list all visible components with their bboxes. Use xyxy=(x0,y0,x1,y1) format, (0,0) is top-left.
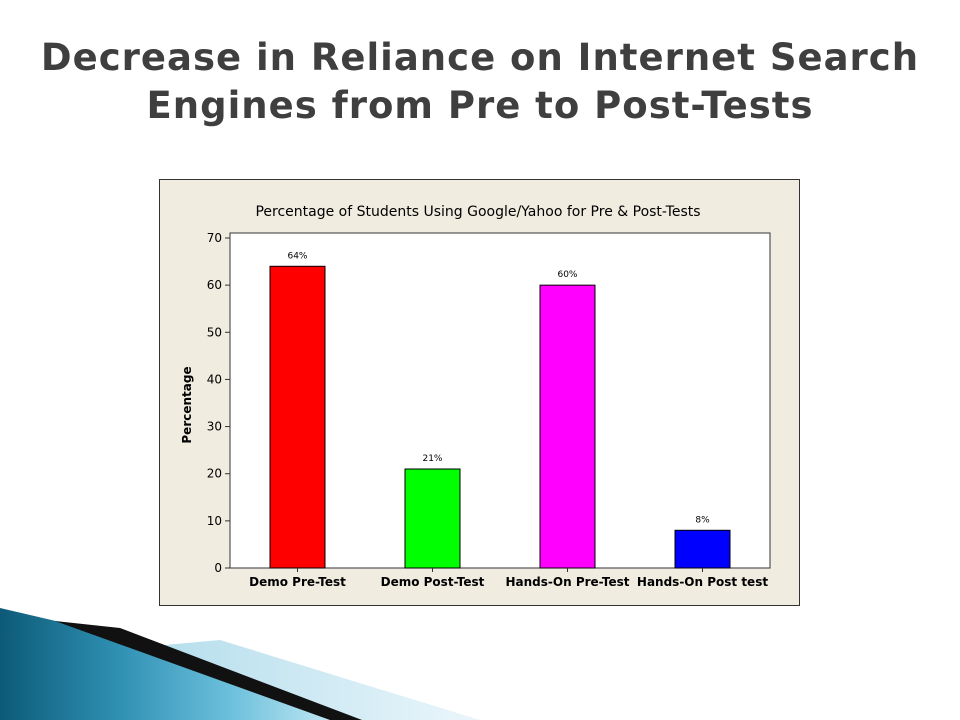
y-tick-label: 10 xyxy=(207,514,222,528)
y-tick-label: 20 xyxy=(207,467,222,481)
y-tick-label: 30 xyxy=(207,420,222,434)
corner-swoosh-pale xyxy=(0,640,480,720)
bar-value-label: 8% xyxy=(695,515,710,525)
x-tick-label: Hands-On Pre-Test xyxy=(506,575,630,589)
y-tick-label: 40 xyxy=(207,372,222,386)
bar xyxy=(539,284,596,569)
bar-value-label: 21% xyxy=(422,454,442,464)
slide-title: Decrease in Reliance on Internet Search … xyxy=(40,34,920,130)
slide-title-line-2: Engines from Pre to Post-Tests xyxy=(146,84,814,127)
bar xyxy=(674,529,731,569)
x-tick-label: Demo Pre-Test xyxy=(249,575,346,589)
chart-title: Percentage of Students Using Google/Yaho… xyxy=(255,204,700,220)
bar-value-label: 64% xyxy=(287,251,307,261)
corner-swoosh-blue xyxy=(0,608,330,720)
bar xyxy=(269,265,326,569)
bar-chart: Percentage of Students Using Google/Yaho… xyxy=(180,204,771,589)
x-axis: Demo Pre-Test Demo Post-Test Hands-On Pre-… xyxy=(249,568,768,589)
x-tick-label: Hands-On Post test xyxy=(637,575,768,589)
x-tick-label: Demo Post-Test xyxy=(381,575,485,589)
y-axis: 0 10 20 30 40 50 60 70 xyxy=(207,231,230,575)
corner-swoosh-dark xyxy=(55,621,362,720)
slide-title-line-1: Decrease in Reliance on Internet Search xyxy=(40,36,920,79)
y-axis-label: Percentage xyxy=(180,366,194,443)
chart-frame: Percentage of Students Using Google/Yaho… xyxy=(159,179,800,606)
y-tick-label: 70 xyxy=(207,231,222,245)
y-tick-label: 50 xyxy=(207,325,222,339)
bars: 64% 21% 60% 8% xyxy=(269,251,731,569)
bar-value-label: 60% xyxy=(557,270,577,280)
y-tick-label: 60 xyxy=(207,278,222,292)
y-tick-label: 0 xyxy=(214,561,222,575)
bar xyxy=(404,468,461,569)
